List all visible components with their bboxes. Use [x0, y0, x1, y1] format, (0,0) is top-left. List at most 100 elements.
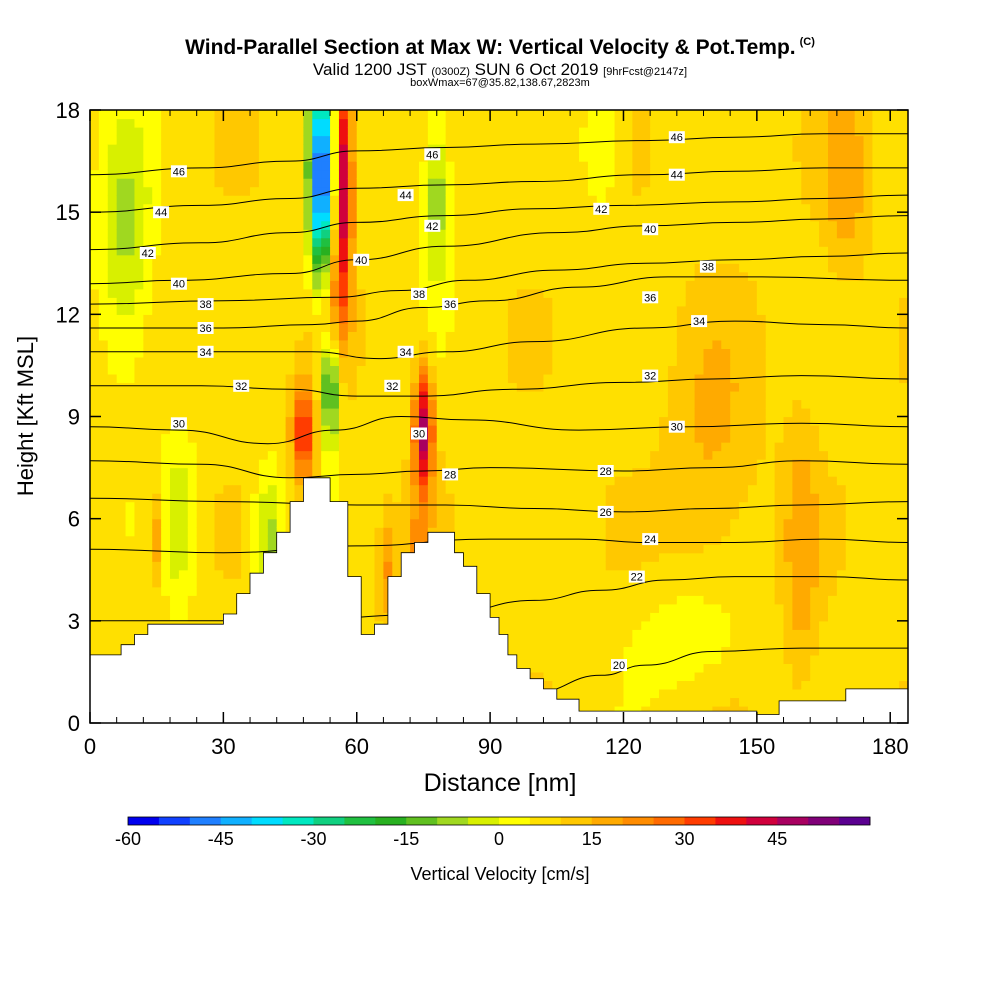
field-cell — [303, 450, 313, 460]
field-cell — [685, 322, 696, 332]
field-cell — [614, 314, 625, 324]
field-cell — [276, 450, 287, 460]
field-cell — [605, 671, 616, 682]
field-cell — [579, 578, 589, 588]
field-cell — [161, 161, 171, 171]
field-cell — [694, 433, 705, 443]
field-cell — [676, 356, 687, 367]
field-cell — [178, 433, 189, 443]
field-cell — [134, 144, 144, 154]
field-cell — [481, 314, 491, 324]
field-cell — [294, 127, 304, 137]
field-cell — [499, 501, 509, 511]
field-cell — [561, 297, 571, 307]
field-cell — [516, 416, 527, 426]
field-cell — [196, 118, 207, 128]
field-cell — [694, 459, 705, 469]
field-cell — [516, 118, 527, 128]
field-cell — [143, 297, 153, 307]
field-cell — [276, 331, 287, 341]
field-cell — [418, 484, 429, 494]
field-cell — [667, 254, 678, 264]
field-cell — [365, 467, 376, 477]
field-cell — [499, 118, 509, 128]
field-cell — [187, 220, 198, 230]
field-cell — [187, 195, 198, 205]
field-cell — [454, 467, 465, 477]
field-cell — [490, 135, 500, 145]
field-cell — [223, 544, 233, 554]
field-cell — [258, 339, 269, 349]
field-cell — [561, 373, 571, 384]
field-cell — [543, 322, 553, 332]
field-cell — [650, 246, 660, 256]
field-cell — [454, 229, 465, 239]
field-cell — [365, 280, 376, 290]
field-cell — [107, 178, 118, 188]
field-cell — [383, 195, 393, 205]
field-cell — [187, 271, 198, 281]
field-cell — [178, 246, 189, 256]
field-cell — [116, 544, 127, 554]
field-cell — [232, 569, 242, 579]
field-cell — [587, 467, 598, 477]
field-cell — [641, 467, 651, 477]
field-cell — [107, 433, 118, 443]
field-cell — [685, 161, 696, 171]
field-cell — [676, 612, 687, 622]
field-cell — [294, 305, 304, 315]
field-cell — [516, 646, 527, 656]
field-cell — [667, 561, 678, 571]
field-cell — [107, 510, 118, 520]
field-cell — [623, 527, 633, 537]
field-cell — [196, 110, 207, 120]
field-cell — [223, 118, 233, 128]
field-cell — [152, 169, 162, 179]
field-cell — [516, 629, 527, 639]
field-cell — [596, 578, 607, 588]
field-cell — [579, 595, 589, 605]
field-cell — [676, 220, 687, 230]
field-cell — [205, 552, 216, 562]
field-cell — [214, 322, 224, 332]
field-cell — [187, 246, 198, 256]
field-cell — [392, 144, 402, 154]
field-cell — [650, 152, 660, 162]
field-cell — [490, 356, 500, 367]
field-cell — [596, 416, 607, 426]
field-cell — [525, 382, 536, 392]
field-cell — [152, 246, 162, 256]
field-cell — [667, 688, 678, 699]
field-cell — [294, 382, 304, 392]
field-cell — [667, 646, 678, 656]
field-cell — [614, 493, 625, 503]
field-cell — [427, 339, 438, 349]
field-cell — [187, 433, 198, 443]
field-cell — [196, 305, 207, 315]
field-cell — [365, 195, 376, 205]
field-cell — [436, 476, 447, 486]
field-cell — [623, 110, 633, 120]
field-cell — [170, 271, 180, 281]
field-cell — [694, 518, 705, 528]
field-cell — [596, 263, 607, 273]
field-cell — [552, 322, 562, 332]
field-cell — [596, 169, 607, 179]
field-cell — [116, 297, 127, 307]
field-cell — [650, 493, 660, 503]
field-cell — [356, 484, 367, 494]
field-cell — [214, 373, 224, 384]
field-cell — [294, 416, 304, 426]
field-cell — [250, 356, 260, 367]
field-cell — [605, 518, 616, 528]
field-cell — [454, 280, 465, 290]
field-cell — [321, 237, 331, 247]
field-cell — [401, 407, 411, 418]
field-cell — [356, 152, 367, 162]
field-cell — [116, 195, 127, 205]
field-cell — [170, 612, 180, 622]
field-cell — [623, 501, 633, 511]
field-cell — [365, 203, 376, 213]
field-cell — [196, 373, 207, 384]
field-cell — [632, 501, 642, 511]
